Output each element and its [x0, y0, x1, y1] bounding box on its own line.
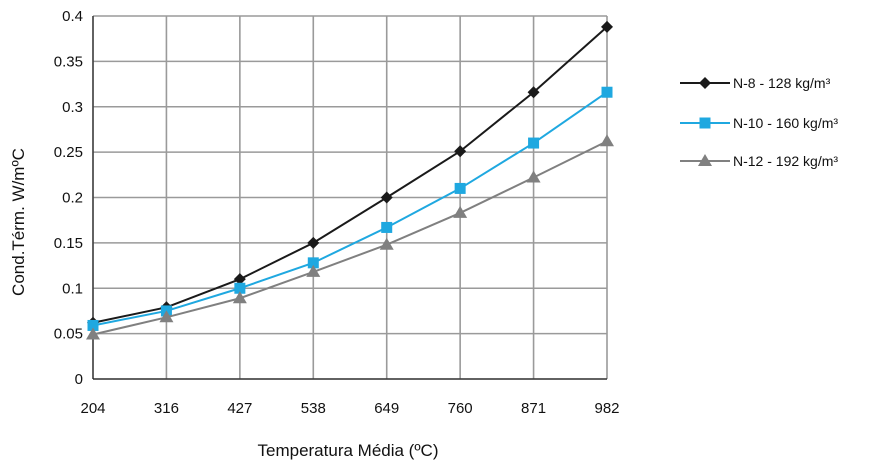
data-point-triangle [232, 291, 247, 304]
data-point-triangle [600, 134, 614, 147]
data-point-diamond [380, 191, 393, 204]
x-axis-title: Temperatura Média (ºC) [258, 441, 439, 460]
y-axis-title: Cond.Térm. W/mºC [9, 148, 28, 296]
y-tick-label: 0.25 [54, 144, 83, 161]
data-point-square [528, 137, 540, 149]
legend-marker [699, 117, 711, 129]
y-tick-label: 0.4 [62, 8, 83, 25]
y-tick-label: 0 [75, 371, 83, 388]
grid-lines [92, 15, 608, 380]
legend-label: N-10 - 160 kg/m³ [733, 115, 838, 131]
data-point-square [381, 221, 393, 233]
y-tick-label: 0.1 [62, 280, 83, 297]
legend-item-2: N-10 - 160 kg/m³ [680, 115, 838, 131]
series-line [92, 26, 608, 324]
x-tick-label: 316 [154, 400, 179, 417]
data-point-diamond [601, 20, 613, 33]
data-point-diamond [454, 145, 467, 158]
data-point-triangle [159, 310, 174, 323]
x-tick-label: 204 [80, 400, 105, 417]
data-point-triangle [306, 264, 321, 277]
series-line [92, 91, 608, 327]
data-point-square [307, 257, 319, 269]
legend-marker [699, 77, 711, 89]
y-tick-label: 0.05 [54, 326, 83, 343]
data-point-triangle [86, 327, 100, 340]
x-tick-label: 538 [301, 400, 326, 417]
legend-label: N-8 - 128 kg/m³ [733, 75, 831, 91]
x-tick-labels: 204 316 427 538 649 760 871 982 [80, 400, 619, 417]
x-tick-label: 649 [374, 400, 399, 417]
data-point-diamond [527, 86, 540, 99]
x-tick-label: 760 [448, 400, 473, 417]
legend-item-3: N-12 - 192 kg/m³ [680, 153, 838, 169]
y-tick-label: 0.35 [54, 53, 83, 70]
data-point-diamond [233, 273, 246, 286]
legend-label: N-12 - 192 kg/m³ [733, 153, 838, 169]
y-tick-label: 0.2 [62, 190, 83, 207]
legend: N-8 - 128 kg/m³ N-10 - 160 kg/m³ N-12 - 19… [680, 75, 838, 169]
y-tick-label: 0.3 [62, 99, 83, 116]
data-point-square [234, 282, 246, 294]
data-point-square [454, 182, 466, 194]
x-tick-label: 871 [521, 400, 546, 417]
data-point-square [87, 319, 99, 331]
x-tick-label: 982 [594, 400, 619, 417]
series-line [92, 140, 608, 336]
data-point-square [601, 86, 613, 98]
data-point-triangle [453, 205, 468, 218]
x-tick-label: 427 [227, 400, 252, 417]
data-point-triangle [526, 170, 541, 183]
legend-marker [698, 154, 712, 166]
legend-item-1: N-8 - 128 kg/m³ [680, 75, 831, 91]
y-tick-label: 0.15 [54, 235, 83, 252]
data-point-diamond [307, 236, 320, 249]
y-tick-labels: 0 0.05 0.1 0.15 0.2 0.25 0.3 0.35 0.4 [54, 8, 83, 388]
series-3 [86, 134, 614, 340]
series-group [86, 20, 614, 340]
data-point-triangle [379, 237, 394, 250]
